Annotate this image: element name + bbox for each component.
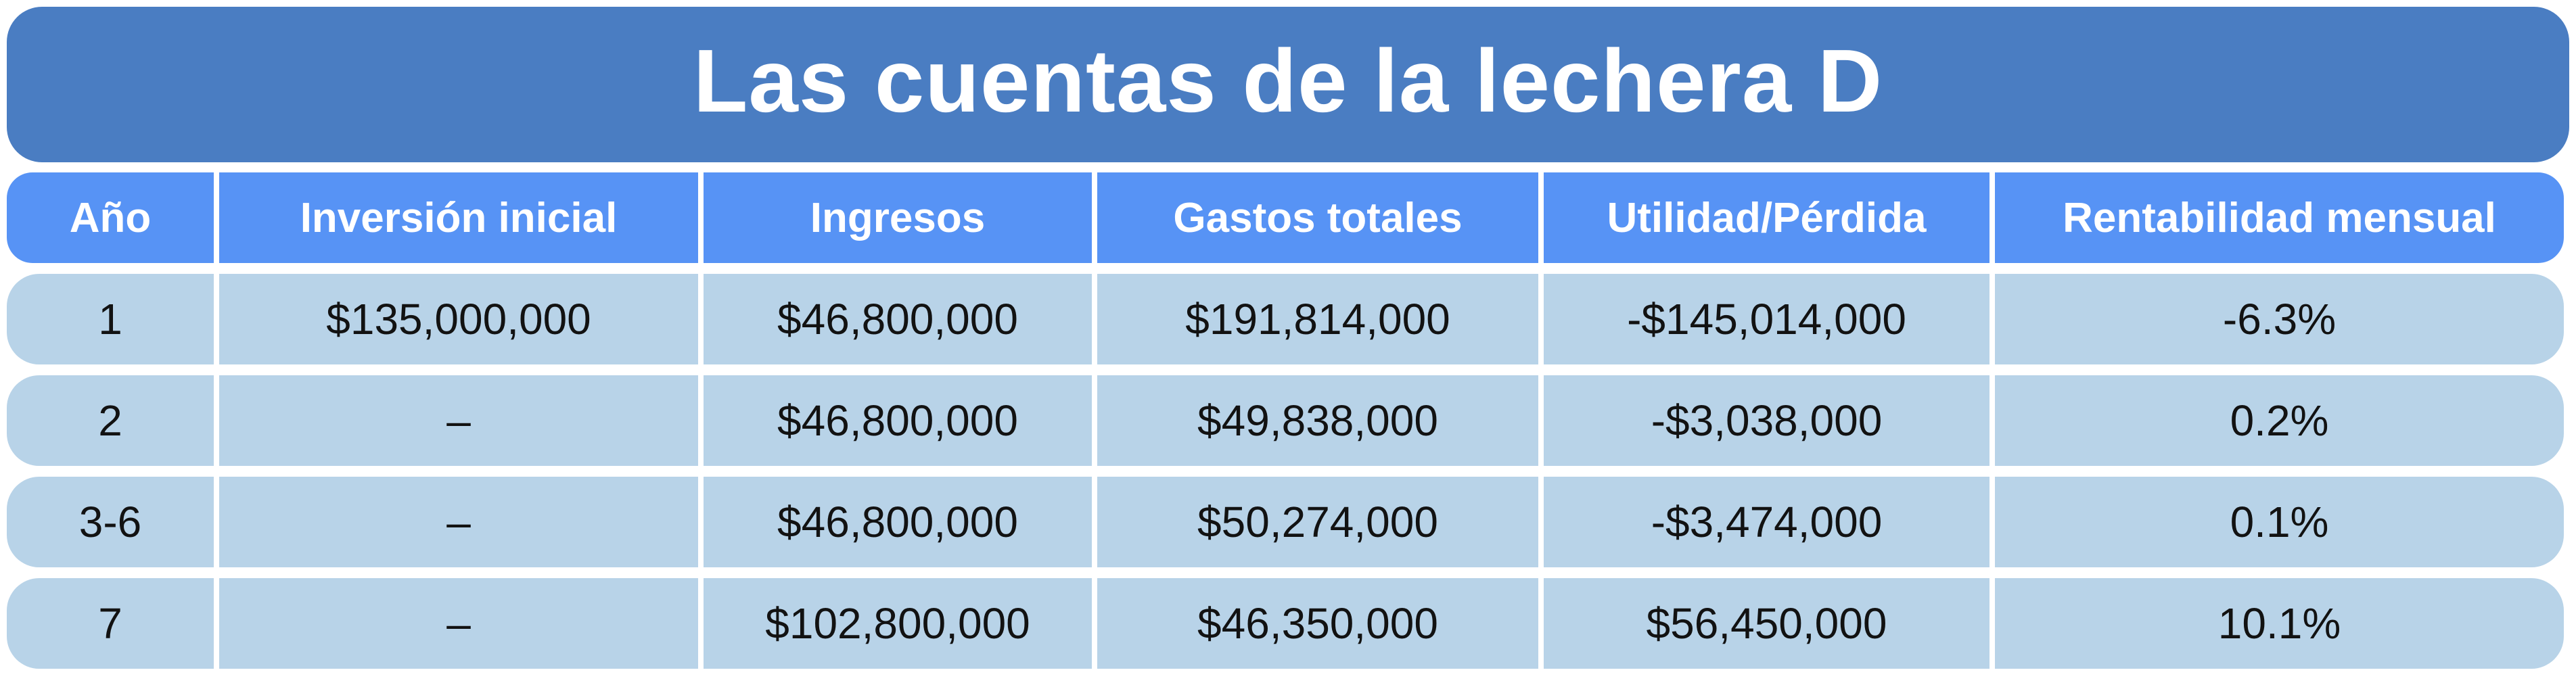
header-cell-1: Inversión inicial — [219, 172, 698, 263]
table-cell: -$145,014,000 — [1544, 274, 1990, 364]
table-header-row: Año Inversión inicial Ingresos Gastos total… — [7, 172, 2564, 263]
page-title: Las cuentas de la lechera D — [693, 30, 1883, 131]
table-cell: $135,000,000 — [219, 274, 698, 364]
table-cell: $46,800,000 — [704, 477, 1092, 567]
table-cell: – — [219, 375, 698, 466]
table-cell: -$3,474,000 — [1544, 477, 1990, 567]
table-row: 1 $135,000,000 $46,800,000 $191,814,000 -$14… — [7, 274, 2564, 364]
table-cell: $46,800,000 — [704, 274, 1092, 364]
header-cell-3: Gastos totales — [1097, 172, 1538, 263]
table-cell: $49,838,000 — [1097, 375, 1538, 466]
table-cell: 3-6 — [7, 477, 214, 567]
table-cell: $46,800,000 — [704, 375, 1092, 466]
table-cell: $46,350,000 — [1097, 578, 1538, 669]
table-cell: 1 — [7, 274, 214, 364]
table-cell: – — [219, 578, 698, 669]
table-cell: 10.1% — [1995, 578, 2564, 669]
header-cell-0: Año — [7, 172, 214, 263]
table-cell: 7 — [7, 578, 214, 669]
table-cell: 0.2% — [1995, 375, 2564, 466]
table-cell: $56,450,000 — [1544, 578, 1990, 669]
table-row: 3-6– $46,800,000 $50,274,000 -$3,474,000 0.1… — [7, 477, 2564, 567]
table-cell: $50,274,000 — [1097, 477, 1538, 567]
table-cell: $191,814,000 — [1097, 274, 1538, 364]
table-cell: 2 — [7, 375, 214, 466]
table-cell: -6.3% — [1995, 274, 2564, 364]
table-cell: 0.1% — [1995, 477, 2564, 567]
table-cell: $102,800,000 — [704, 578, 1092, 669]
header-cell-2: Ingresos — [704, 172, 1092, 263]
table-row: 2– $46,800,000 $49,838,000 -$3,038,000 0.2% — [7, 375, 2564, 466]
table-cell: – — [219, 477, 698, 567]
table-cell: -$3,038,000 — [1544, 375, 1990, 466]
table-row: 7– $102,800,000 $46,350,000 $56,450,000 10.1… — [7, 578, 2564, 669]
header-cell-4: Utilidad/Pérdida — [1544, 172, 1990, 263]
accounts-table: Año Inversión inicial Ingresos Gastos total… — [7, 172, 2564, 669]
title-bar: Las cuentas de la lechera D — [7, 7, 2569, 162]
infographic-canvas: Las cuentas de la lechera D Año Inversión… — [0, 7, 2576, 687]
header-cell-5: Rentabilidad mensual — [1995, 172, 2564, 263]
